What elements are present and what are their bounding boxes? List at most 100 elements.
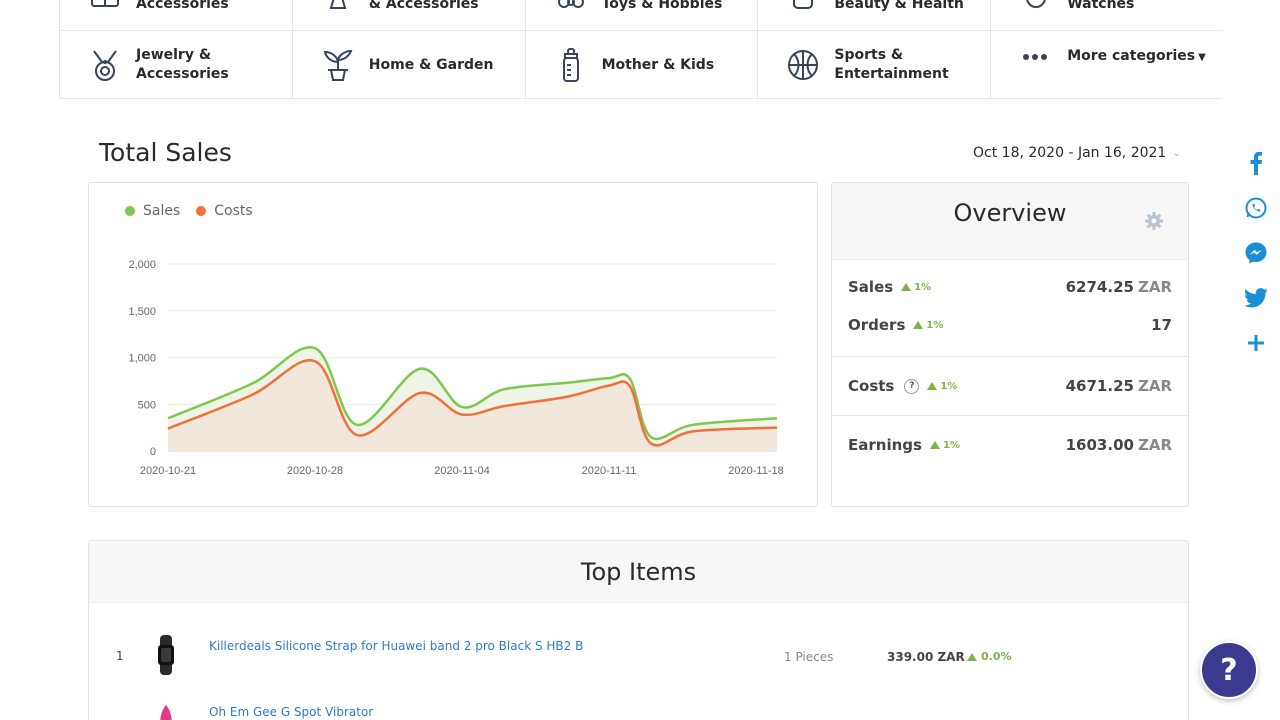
overview-header: Overview: [832, 183, 1188, 260]
baby-bottle-icon: [554, 48, 588, 82]
share-bar: [1242, 150, 1270, 356]
product-link[interactable]: Oh Em Gee G Spot Vibrator: [209, 705, 374, 719]
toys-icon: [554, 0, 588, 14]
overview-label: Orders: [848, 316, 906, 334]
chevron-down-icon: ⌄: [1172, 147, 1181, 159]
category-label: Toys & Hobbies: [601, 0, 723, 12]
overview-label: Earnings: [848, 436, 922, 454]
sales-chart: 0 500 1,000 1,500 2,000 2020-10-21 2020-10-28 2…: [128, 259, 783, 477]
category-label: Accessories: [136, 0, 229, 12]
product-thumbnail-image[interactable]: [151, 701, 181, 720]
overview-value: 6274.25 ZAR: [1065, 278, 1172, 296]
y-tick-label: 1,500: [128, 306, 156, 318]
trend-up-icon: [927, 382, 938, 390]
category-label: Home & Garden: [368, 56, 494, 73]
category-label: Beauty & Health: [834, 0, 964, 12]
category-toys-hobbies[interactable]: Toys & Hobbies: [526, 0, 759, 30]
category-beauty-health[interactable]: Beauty & Health: [758, 0, 992, 30]
apparel-icon: [321, 0, 355, 14]
basketball-icon: [786, 48, 820, 82]
y-tick-label: 2,000: [128, 259, 156, 271]
trend-badge: 1%: [901, 282, 931, 293]
trend-up-icon: [901, 283, 912, 291]
top-items-title: Top Items: [580, 557, 697, 586]
overview-label: Costs: [848, 377, 895, 395]
y-tick-label: 1,000: [128, 353, 156, 365]
total-sales-title: Total Sales: [99, 138, 232, 167]
category-label: Jewelry & Accessories: [136, 47, 229, 82]
category-row-2: Jewelry & Accessories Home & Garden Moth…: [60, 30, 1222, 99]
watch-accessory-icon: [88, 0, 122, 14]
list-item: Oh Em Gee G Spot Vibrator: [89, 673, 1188, 720]
trend-up-icon: [967, 652, 977, 661]
more-share-button[interactable]: [1243, 330, 1269, 356]
legend-dot-sales: [125, 206, 135, 216]
item-price: 339.00 ZAR: [887, 650, 965, 664]
category-mother-kids[interactable]: Mother & Kids: [526, 31, 759, 99]
product-thumbnail-image[interactable]: [151, 635, 181, 675]
caret-down-icon: ▼: [1198, 52, 1206, 63]
x-tick-label: 2020-10-21: [140, 465, 196, 477]
watch-icon: [1019, 0, 1053, 14]
legend-label-sales: Sales: [143, 203, 181, 219]
category-label: & Accessories: [368, 0, 479, 12]
overview-value: 4671.25 ZAR: [1065, 377, 1172, 395]
gear-icon[interactable]: [1144, 211, 1164, 231]
trend-up-icon: [913, 321, 924, 329]
list-item: 1 Killerdeals Silicone Strap for Huawei …: [89, 603, 1188, 675]
overview-row-sales: Sales 1% 6274.25 ZAR: [832, 268, 1188, 306]
item-quantity: 1 Pieces: [784, 650, 834, 664]
whatsapp-icon: [1245, 197, 1267, 219]
help-chat-button[interactable]: ?: [1200, 641, 1258, 699]
twitter-share-button[interactable]: [1243, 285, 1269, 311]
help-question-icon[interactable]: ?: [904, 378, 920, 394]
facebook-share-button[interactable]: [1243, 150, 1269, 176]
legend-item-costs[interactable]: Costs: [196, 203, 253, 219]
category-jewelry-accessories[interactable]: Jewelry & Accessories: [60, 31, 293, 99]
item-trend: 0.0%: [967, 650, 1012, 663]
y-tick-label: 500: [138, 399, 156, 411]
x-tick-label: 2020-11-18: [728, 465, 783, 477]
x-tick-label: 2020-11-11: [582, 465, 637, 477]
category-label: Mother & Kids: [601, 56, 715, 73]
messenger-share-button[interactable]: [1243, 240, 1269, 266]
overview-card: Overview Sales 1% 6274.25 ZAR Orders 1% 1…: [831, 182, 1189, 507]
trend-badge: 1%: [927, 381, 957, 392]
category-home-garden[interactable]: Home & Garden: [293, 31, 526, 99]
category-row-1: Accessories & Accessories Toys & Hobbies…: [60, 0, 1222, 30]
x-tick-label: 2020-10-28: [287, 465, 343, 477]
overview-value: 17: [1151, 316, 1172, 334]
overview-section-sales-orders: Sales 1% 6274.25 ZAR Orders 1% 17: [832, 260, 1188, 357]
series-line-costs: [167, 359, 778, 447]
date-range-picker[interactable]: Oct 18, 2020 - Jan 16, 2021 ⌄: [973, 145, 1181, 161]
necklace-icon: [88, 48, 122, 82]
overview-label: Sales: [848, 278, 894, 296]
date-range-label: Oct 18, 2020 - Jan 16, 2021: [973, 145, 1167, 161]
whatsapp-share-button[interactable]: [1243, 195, 1269, 221]
trend-up-icon: [929, 441, 940, 449]
plant-icon: [321, 48, 355, 82]
product-link[interactable]: Killerdeals Silicone Strap for Huawei ba…: [209, 639, 584, 653]
twitter-icon: [1244, 288, 1268, 308]
top-items-card: Top Items 1 Killerdeals Silicone Strap f…: [88, 540, 1189, 720]
x-tick-label: 2020-11-04: [434, 465, 489, 477]
legend-item-sales[interactable]: Sales: [125, 203, 180, 219]
category-label: Sports & Entertainment: [834, 47, 949, 82]
category-sports-entertainment[interactable]: Sports & Entertainment: [758, 31, 992, 99]
overview-section-earnings: Earnings 1% 1603.00 ZAR: [832, 416, 1188, 464]
legend-label-costs: Costs: [214, 203, 253, 219]
more-categories-dropdown[interactable]: More categories ▼: [991, 31, 1222, 99]
more-dots-icon: [1019, 47, 1053, 67]
sales-chart-card: 0 500 1,000 1,500 2,000 2020-10-21 2020-10-28 2…: [88, 182, 818, 507]
overview-row-orders: Orders 1% 17: [832, 306, 1188, 344]
chart-legend: Sales Costs: [125, 203, 253, 219]
overview-row-earnings: Earnings 1% 1603.00 ZAR: [832, 426, 1188, 464]
category-watches[interactable]: Watches: [991, 0, 1222, 30]
more-categories-label: More categories ▼: [1067, 48, 1206, 64]
beauty-icon: [786, 0, 820, 14]
legend-dot-costs: [196, 206, 207, 216]
category-accessories[interactable]: Accessories: [60, 0, 293, 30]
trend-badge: 1%: [929, 440, 960, 451]
category-apparel-accessories[interactable]: & Accessories: [293, 0, 526, 30]
